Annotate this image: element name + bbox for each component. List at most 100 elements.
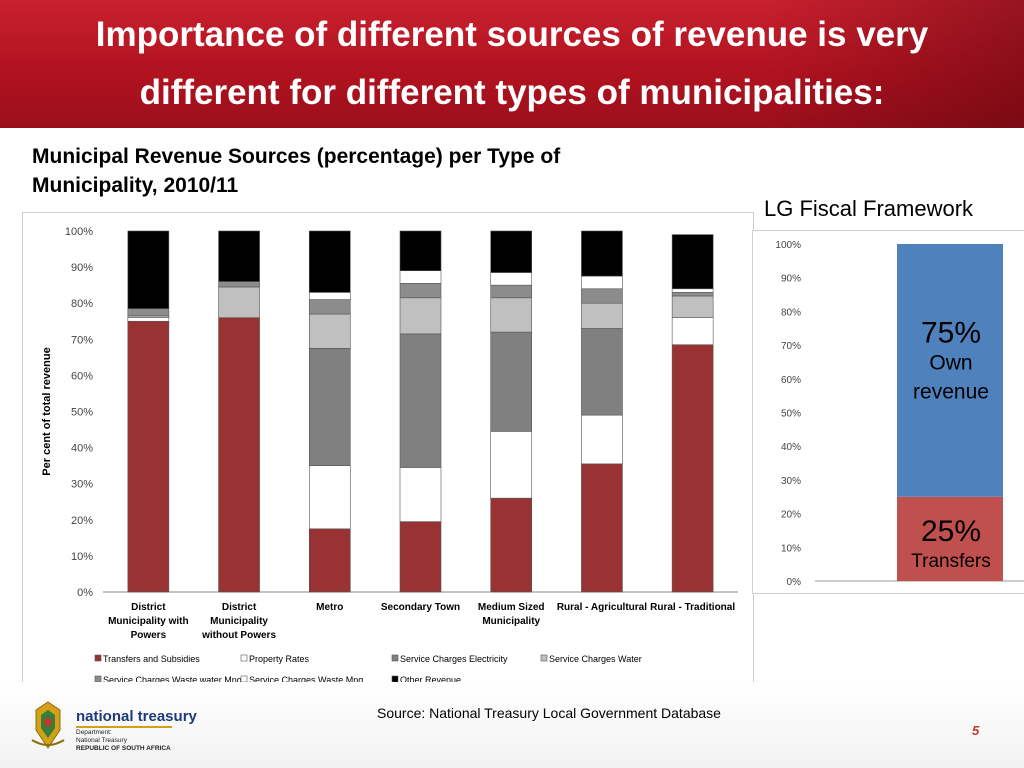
y-tick-label: 80%	[71, 298, 93, 310]
lg-fiscal-framework-title: LG Fiscal Framework	[764, 196, 974, 221]
legend-label: Service Charges Waste Mng	[249, 675, 363, 685]
bar-segment	[581, 328, 623, 416]
bar-segment	[308, 528, 351, 593]
bar-segment	[127, 317, 170, 322]
legend-swatch	[391, 654, 399, 662]
logo-subtext: Department: National Treasury REPUBLIC O…	[76, 729, 171, 753]
lg-y-tick-label: 20%	[781, 510, 801, 521]
footer-band	[0, 682, 1024, 768]
bar-segment	[399, 521, 442, 593]
own-revenue-segment	[897, 244, 1003, 497]
lg-y-tick-label: 60%	[781, 375, 801, 386]
slide-title-line-2: different for different types of municip…	[139, 73, 885, 112]
y-tick-label: 70%	[71, 334, 93, 346]
own-revenue-label: Own	[929, 351, 972, 374]
y-axis-label: Per cent of total revenue	[41, 347, 53, 475]
y-tick-label: 90%	[71, 262, 93, 274]
lg-y-tick-label: 40%	[781, 442, 801, 453]
bar-segment	[671, 288, 714, 293]
bar-segment	[581, 414, 623, 465]
bar-segment	[671, 344, 714, 593]
bar-segment	[581, 230, 623, 277]
bar-segment	[490, 284, 533, 299]
x-tick-label: Rural - Traditional	[650, 602, 735, 613]
bar-segment	[399, 230, 442, 272]
x-tick-label: Medium Sized	[478, 602, 545, 613]
bar-segment	[671, 295, 714, 318]
x-tick-label: Rural - Agricultural	[557, 602, 647, 613]
bar-segment	[127, 230, 170, 309]
source-note: Source: National Treasury Local Governme…	[377, 705, 721, 721]
own-revenue-pct-label: 75%	[921, 316, 981, 349]
bar-segment	[127, 320, 170, 593]
bar-segment	[490, 497, 533, 593]
transfers-segment	[897, 496, 1003, 581]
slide-title-line-1: Importance of different sources of reven…	[95, 15, 929, 54]
x-tick-label: District	[131, 602, 166, 613]
lg-y-tick-label: 70%	[781, 341, 801, 352]
transfers-pct-label: 25%	[921, 515, 981, 548]
bar-segment	[308, 230, 351, 293]
x-tick-label: Powers	[131, 630, 167, 641]
x-tick-label: Metro	[316, 602, 343, 613]
bar-segment	[308, 292, 351, 300]
slide-title: Importance of different sources of reven…	[0, 6, 1024, 122]
y-tick-label: 100%	[65, 226, 93, 238]
bar-segment	[308, 465, 351, 530]
x-tick-label: District	[222, 602, 257, 613]
y-tick-label: 50%	[71, 407, 93, 419]
bar-segment	[490, 272, 533, 286]
logo-name: national treasury	[76, 708, 197, 725]
legend-swatch	[94, 654, 102, 662]
x-tick-label: without Powers	[201, 630, 276, 641]
x-tick-label: Municipality	[482, 616, 540, 627]
y-tick-label: 20%	[71, 515, 93, 527]
bar-segment	[308, 313, 351, 349]
y-tick-label: 10%	[71, 551, 93, 563]
bar-segment	[581, 288, 623, 304]
chart-heading: Municipal Revenue Sources (percentage) p…	[32, 142, 712, 200]
logo-sub-line-2: National Treasury	[76, 737, 127, 744]
bar-segment	[308, 299, 351, 315]
lg-y-tick-label: 0%	[787, 577, 802, 588]
bar-segment	[490, 331, 533, 432]
lg-y-tick-label: 50%	[781, 409, 801, 420]
bar-segment	[490, 431, 533, 499]
legend-label: Property Rates	[249, 654, 310, 664]
x-tick-label: Municipality with	[108, 616, 189, 627]
national-treasury-logo	[26, 700, 186, 752]
legend-swatch	[240, 654, 248, 662]
bar-segment	[671, 234, 714, 290]
chart-heading-line-2: Municipality, 2010/11	[32, 174, 239, 197]
bar-segment	[399, 283, 442, 299]
bar-segment	[399, 333, 442, 468]
bar-segment	[399, 270, 442, 284]
lg-y-tick-label: 80%	[781, 307, 801, 318]
chart-heading-line-1: Municipal Revenue Sources (percentage) p…	[32, 145, 561, 168]
bar-segment	[490, 297, 533, 333]
banner-shade	[764, 0, 1024, 128]
logo-sub-line-3: REPUBLIC OF SOUTH AFRICA	[76, 745, 171, 752]
lg-y-tick-label: 90%	[781, 274, 801, 285]
legend-label: Service Charges Water	[549, 654, 642, 664]
y-tick-label: 0%	[77, 587, 93, 599]
legend-label: Service Charges Waste water Mng	[103, 675, 242, 685]
title-banner: Importance of different sources of reven…	[0, 0, 1024, 128]
bar-segment	[218, 230, 260, 282]
y-tick-label: 40%	[71, 443, 93, 455]
bar-segment	[671, 317, 714, 346]
x-tick-label: Municipality	[210, 616, 268, 627]
municipal-revenue-chart-svg: 0% 10% 20% 30% 40% 50% 60% 70% 80% 90% 100% Per cen…	[41, 226, 738, 685]
legend-label: Transfers and Subsidies	[103, 654, 200, 664]
lg-y-tick-label: 30%	[781, 476, 801, 487]
bar-segment	[218, 317, 260, 593]
bar-segment	[671, 292, 714, 297]
bar-segment	[127, 308, 170, 317]
logo-sub-line-1: Department:	[76, 729, 112, 736]
y-tick-label: 30%	[71, 479, 93, 491]
bar-segment	[490, 230, 533, 273]
lg-fiscal-framework-chart: 0% 10% 20% 30% 40% 50% 60% 70% 80% 90% 100% 75% Own r…	[752, 230, 1024, 594]
legend-swatch	[540, 654, 548, 662]
bar-segment	[399, 467, 442, 522]
bar-segment	[308, 348, 351, 466]
